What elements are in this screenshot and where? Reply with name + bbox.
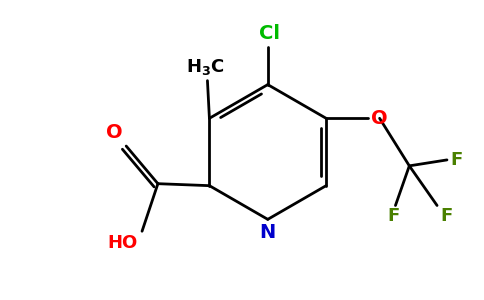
Text: F: F [440, 208, 452, 226]
Text: O: O [106, 123, 122, 142]
Text: F: F [387, 208, 400, 226]
Text: $\mathregular{H_3C}$: $\mathregular{H_3C}$ [186, 57, 225, 77]
Text: HO: HO [108, 234, 138, 252]
Text: N: N [259, 223, 276, 242]
Text: F: F [450, 151, 462, 169]
Text: Cl: Cl [259, 24, 280, 43]
Text: O: O [371, 109, 387, 128]
